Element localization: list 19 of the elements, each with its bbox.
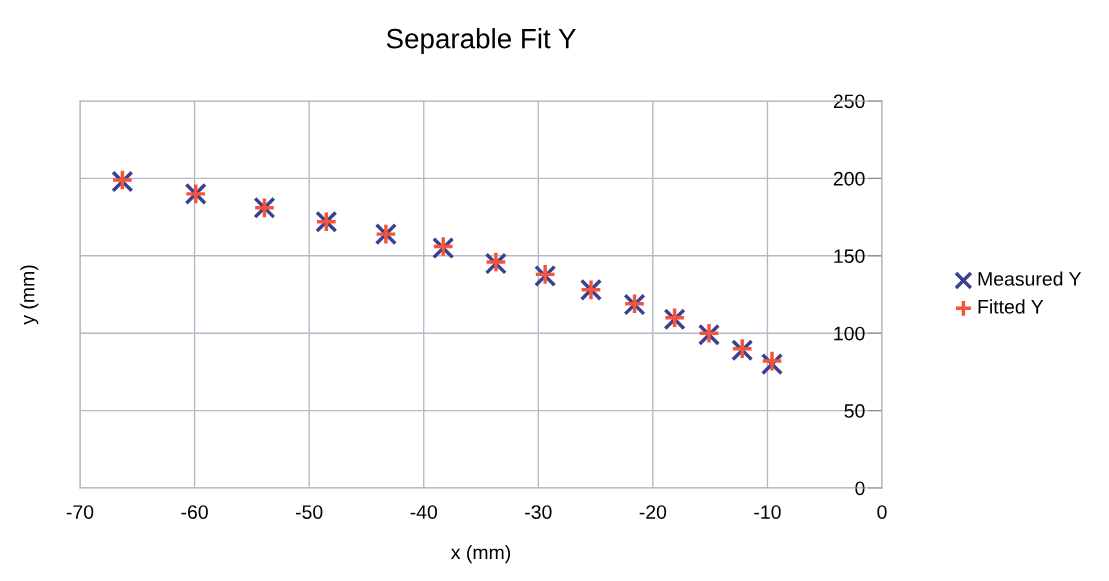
legend-label: Measured Y	[978, 271, 1082, 286]
x-tick-label: -10	[754, 505, 781, 519]
x-tick-label: -70	[66, 505, 94, 519]
x-tick-label: -50	[295, 505, 323, 519]
legend-label: Fitted Y	[978, 299, 1044, 314]
chart-title: Separable Fit Y	[386, 28, 576, 54]
x-tick-label: -30	[525, 505, 552, 519]
y-tick-label: 50	[844, 404, 865, 418]
y-tick-label: 200	[833, 171, 865, 186]
x-tick-label: 0	[877, 505, 887, 519]
x-tick-label: -40	[410, 505, 438, 519]
y-axis-title: y (mm)	[20, 265, 39, 325]
x-axis-title: x (mm)	[450, 545, 511, 564]
y-tick-label: 0	[855, 481, 865, 496]
y-tick-label: 150	[834, 249, 865, 264]
x-tick-label: -20	[639, 505, 667, 519]
x-tick-label: -60	[181, 505, 208, 519]
y-tick-label: 250	[833, 94, 865, 109]
y-tick-label: 100	[834, 326, 865, 341]
